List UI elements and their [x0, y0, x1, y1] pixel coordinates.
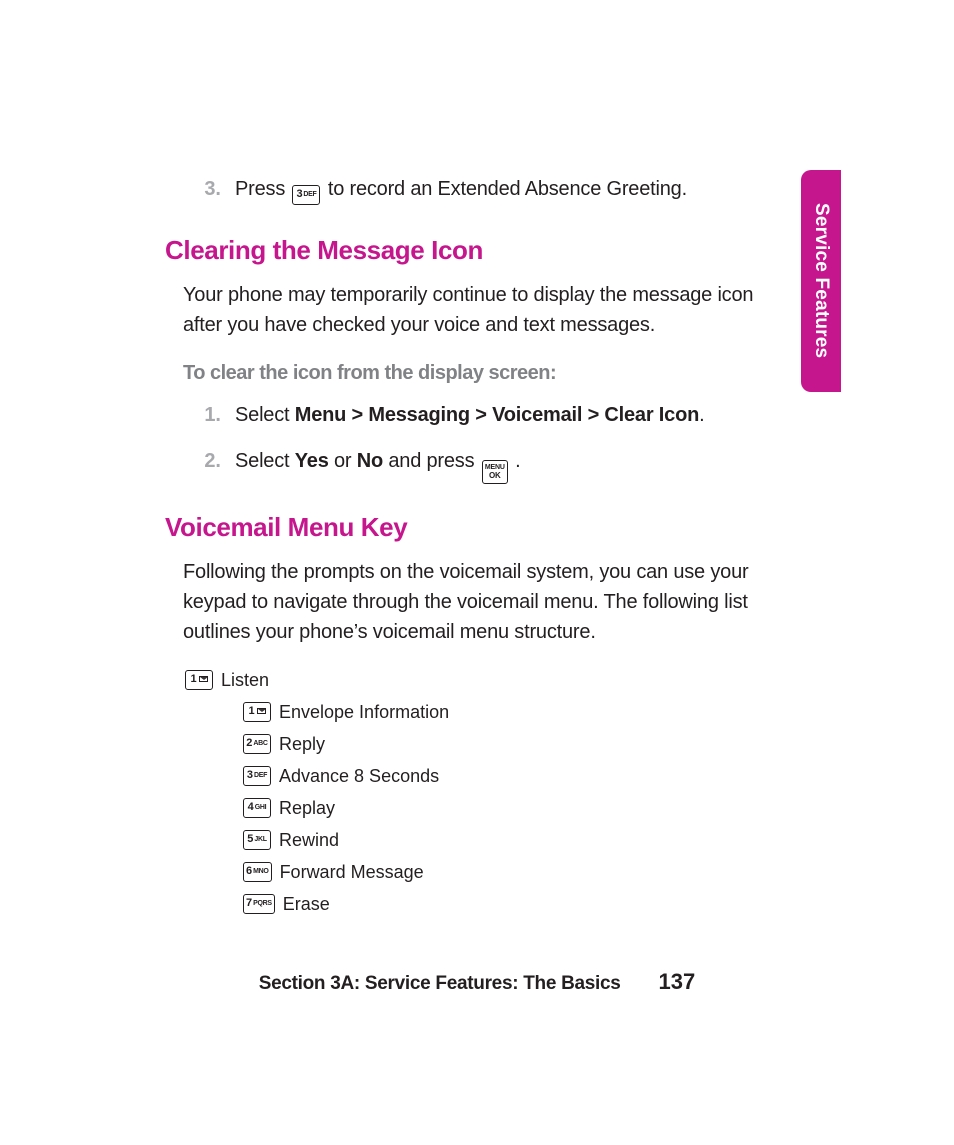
key-letters: ABC	[253, 740, 267, 747]
key-5-icon: 5JKL	[243, 830, 271, 850]
voicemail-menu-tree: 1 Listen 1Envelope Information2ABCReply3…	[183, 665, 795, 919]
heading-vmkey: Voicemail Menu Key	[165, 512, 795, 543]
page-content: 3. Press 3 DEF to record an Extended Abs…	[165, 175, 795, 921]
tree-item: 3DEF Advance 8 Seconds	[241, 761, 795, 791]
envelope-icon	[199, 676, 208, 682]
key-letters: DEF	[303, 191, 316, 198]
footer-section: Section 3A: Service Features: The Basics	[259, 973, 621, 995]
key-number: 3	[296, 189, 302, 200]
key-number: 4	[248, 802, 254, 813]
step-body: Select Menu > Messaging > Voicemail > Cl…	[235, 401, 795, 429]
paragraph-clearing: Your phone may temporarily continue to d…	[183, 280, 795, 340]
tree-item: 7PQRS Erase	[241, 889, 795, 919]
text: to record an Extended Absence Greeting.	[328, 178, 687, 200]
text: and press	[383, 450, 480, 472]
step-number: 3.	[187, 175, 235, 205]
bold-text: Menu > Messaging > Voicemail > Clear Ico…	[295, 404, 699, 426]
key-4-icon: 4GHI	[243, 798, 271, 818]
bold-no: No	[357, 450, 383, 472]
key-7-icon: 7PQRS	[243, 894, 275, 914]
text: .	[515, 450, 520, 472]
tree-items: 1 Envelope Information 2ABC Reply 3DEF Advanc…	[183, 697, 795, 919]
tree-root: 1 Listen	[183, 665, 795, 695]
key-1-icon: 1	[243, 702, 271, 722]
key-letters: MNO	[253, 868, 268, 875]
text: .	[699, 404, 704, 426]
heading-clearing: Clearing the Message Icon	[165, 235, 795, 266]
tree-label: Replay	[279, 793, 335, 823]
page: Service Features 3. Press 3 DEF to recor…	[0, 0, 954, 1145]
text: or	[329, 450, 357, 472]
clear-step-1: 1. Select Menu > Messaging > Voicemail >…	[187, 401, 795, 429]
tree-label: Rewind	[279, 825, 339, 855]
tree-label: Forward Message	[280, 857, 424, 887]
page-footer: Section 3A: Service Features: The Basics…	[0, 969, 954, 995]
tree-label: Envelope Information	[279, 697, 449, 727]
step-3: 3. Press 3 DEF to record an Extended Abs…	[187, 175, 795, 205]
step-body: Select Yes or No and press MENU OK .	[235, 447, 795, 484]
clear-step-2: 2. Select Yes or No and press MENU OK .	[187, 447, 795, 484]
text: Select	[235, 404, 295, 426]
key-3def-icon: 3 DEF	[292, 185, 320, 205]
tree-item: 5JKL Rewind	[241, 825, 795, 855]
tree-item: 6MNO Forward Message	[241, 857, 795, 887]
key-letters: JKL	[254, 836, 266, 843]
key-letters: PQRS	[253, 900, 272, 907]
key-menu-ok-icon: MENU OK	[482, 460, 508, 484]
key-letters: GHI	[255, 804, 267, 811]
text: Select	[235, 450, 295, 472]
envelope-icon	[257, 708, 266, 714]
tree-item: 1 Envelope Information	[241, 697, 795, 727]
key-number: 5	[247, 834, 253, 845]
step-body: Press 3 DEF to record an Extended Absenc…	[235, 175, 795, 205]
clear-steps-list: 1. Select Menu > Messaging > Voicemail >…	[187, 401, 795, 484]
key-letters: DEF	[254, 772, 267, 779]
key-1-icon: 1	[185, 670, 213, 690]
tree-label: Reply	[279, 729, 325, 759]
key-number: 3	[247, 770, 253, 781]
tree-label: Erase	[283, 889, 330, 919]
bold-yes: Yes	[295, 450, 329, 472]
key-number: 6	[246, 866, 252, 877]
step-number: 1.	[187, 401, 235, 429]
key-6-icon: 6MNO	[243, 862, 272, 882]
footer-page-number: 137	[659, 969, 696, 995]
section-side-tab: Service Features	[801, 170, 841, 392]
key-number: 1	[248, 706, 254, 717]
key-number: 7	[246, 898, 252, 909]
key-number: 1	[190, 674, 196, 685]
tree-label: Advance 8 Seconds	[279, 761, 439, 791]
key-number: 2	[246, 738, 252, 749]
step-number: 2.	[187, 447, 235, 484]
key-2-icon: 2ABC	[243, 734, 271, 754]
text: Press	[235, 178, 290, 200]
tree-item: 4GHI Replay	[241, 793, 795, 823]
side-tab-label: Service Features	[810, 203, 832, 358]
tree-item: 2ABC Reply	[241, 729, 795, 759]
tree-label: Listen	[221, 665, 269, 695]
key-3-icon: 3DEF	[243, 766, 271, 786]
paragraph-vmkey: Following the prompts on the voicemail s…	[183, 557, 795, 647]
subhead-clear: To clear the icon from the display scree…	[183, 362, 795, 385]
key-line2: OK	[489, 472, 501, 480]
